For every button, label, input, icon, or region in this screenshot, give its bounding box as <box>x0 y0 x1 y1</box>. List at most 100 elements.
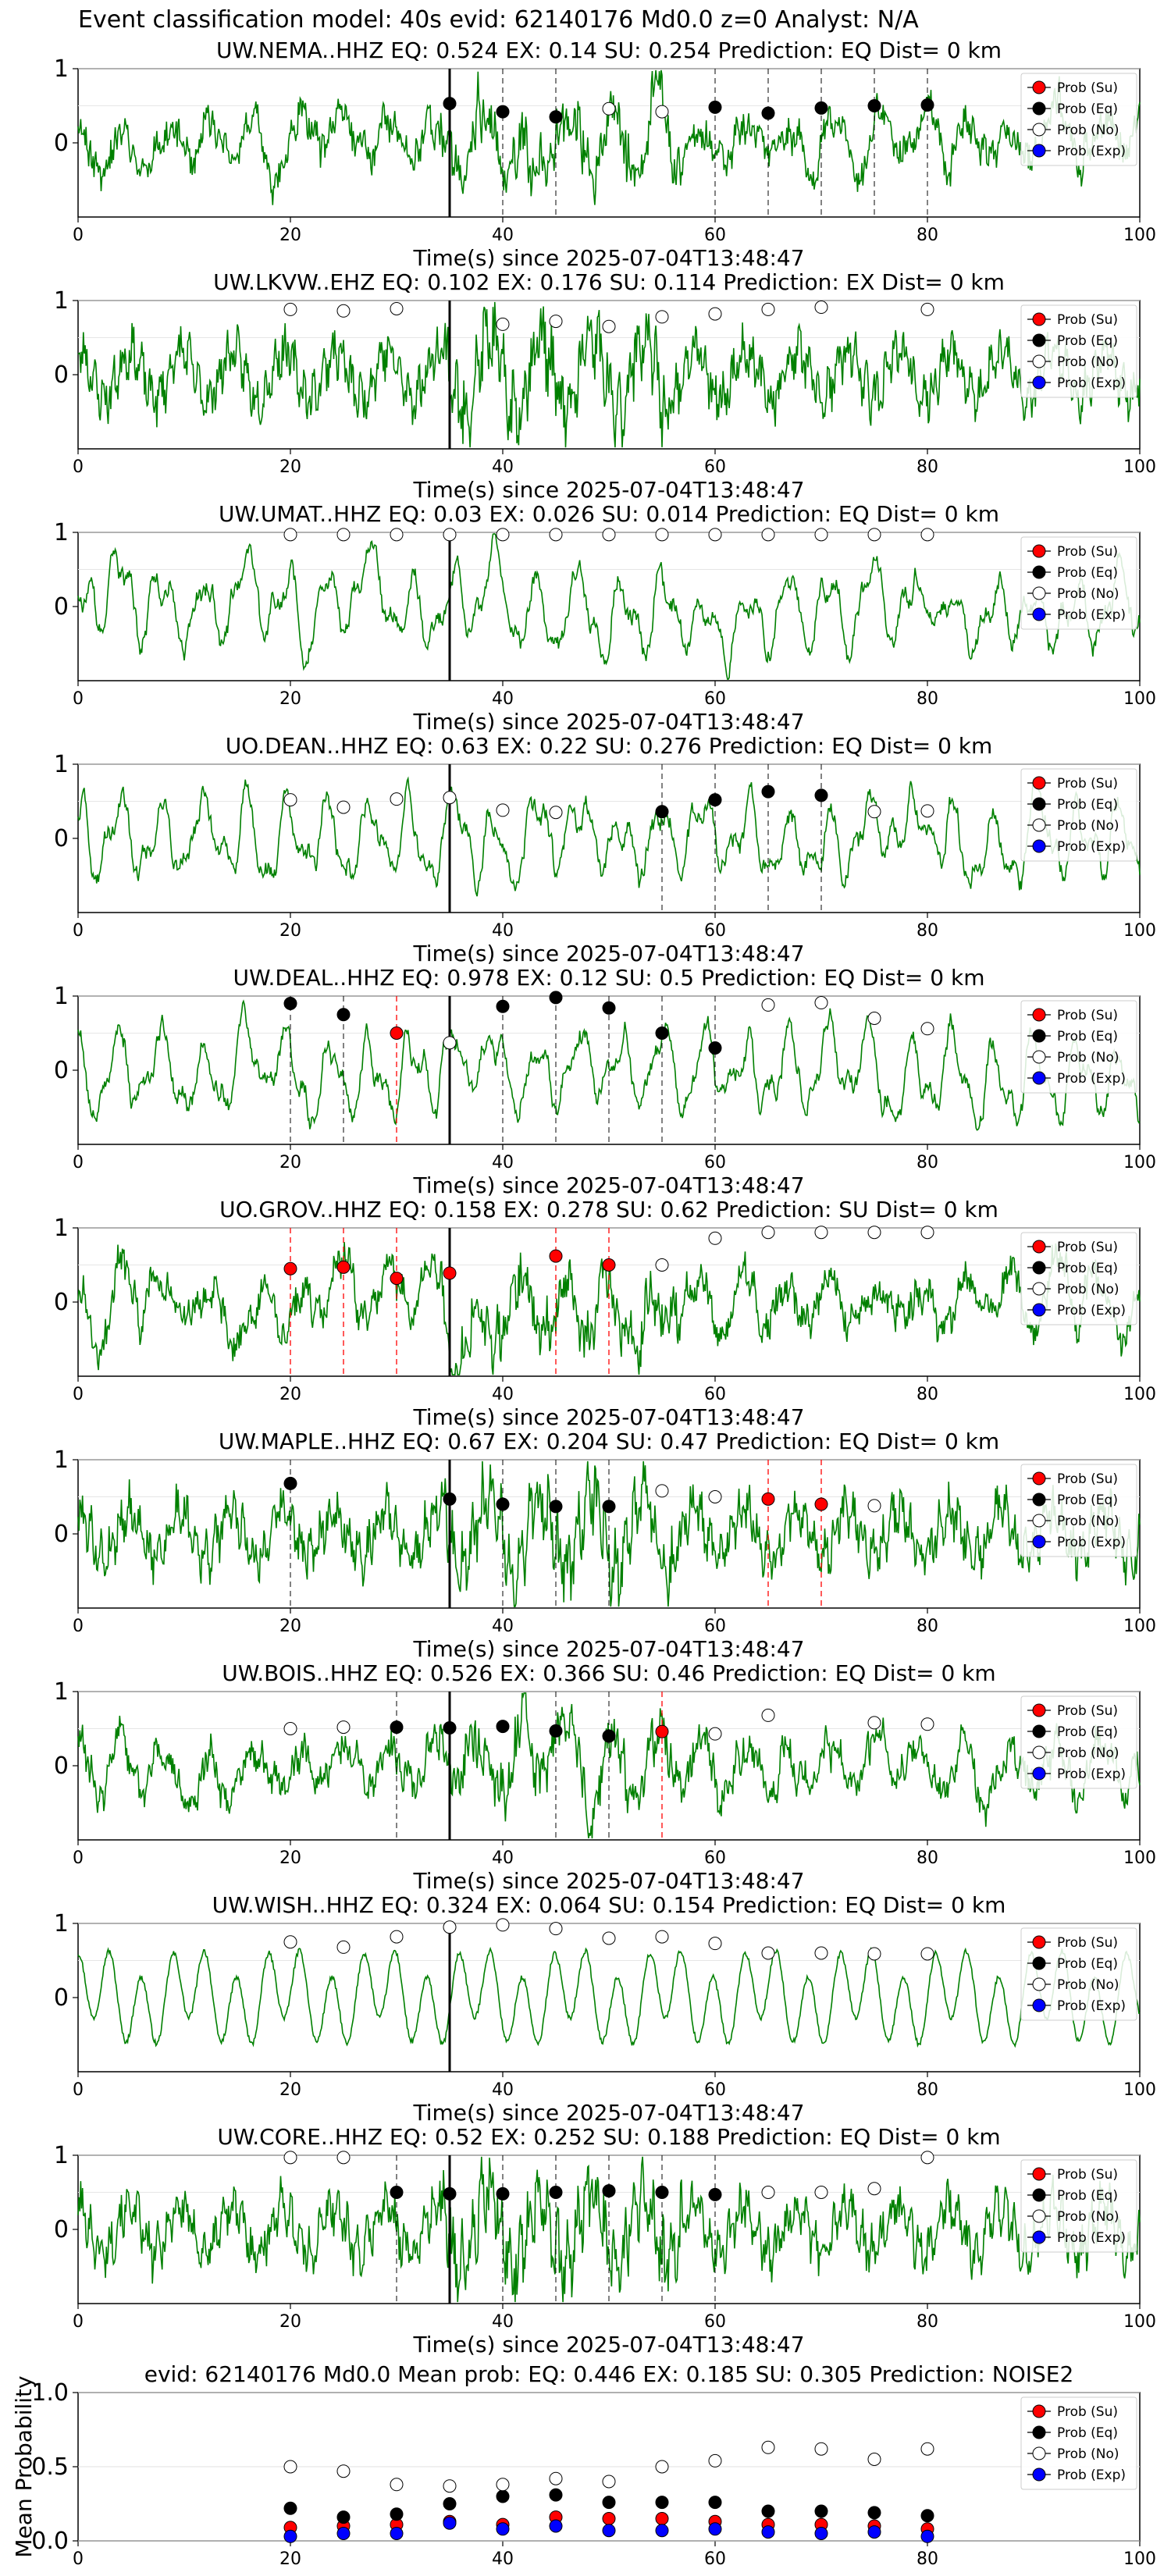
mean-prob-point-exp <box>867 2525 881 2539</box>
axes-frame <box>77 532 1141 681</box>
x-tick-label: 60 <box>704 2312 726 2332</box>
legend-entry: Prob (Su) <box>1057 1935 1118 1951</box>
legend-frame <box>1020 1695 1137 1789</box>
prob-point-no <box>761 1226 775 1240</box>
prob-point-eq <box>283 1476 297 1490</box>
x-tick-label: 60 <box>704 921 726 941</box>
prob-point-eq <box>549 1500 563 1514</box>
mean-prob-point-no <box>708 2453 722 2467</box>
legend: Prob (Su) Prob (Eq) Prob (No) Prob (Exp) <box>1020 768 1137 862</box>
x-axis-label: Time(s) since 2025-07-04T13:48:47 <box>412 477 804 503</box>
prob-point-eq <box>443 1721 457 1735</box>
x-tick-label: 80 <box>917 689 938 709</box>
x-tick-label: 100 <box>1123 226 1156 245</box>
prob-point-no <box>549 315 563 329</box>
legend-frame <box>1020 2396 1137 2490</box>
legend-entry: Prob (Eq) <box>1057 2188 1118 2204</box>
x-tick-label: 40 <box>492 226 514 245</box>
legend-marker-eq <box>1032 333 1046 347</box>
axes-frame <box>77 68 1141 218</box>
legend-marker-no <box>1032 586 1046 600</box>
legend-marker-exp <box>1032 1767 1046 1781</box>
prob-point-no <box>549 528 563 542</box>
prob-point-su <box>390 1272 404 1286</box>
prob-point-su <box>443 1266 457 1280</box>
legend-entry: Prob (Eq) <box>1057 1029 1118 1044</box>
prob-point-eq <box>761 785 775 799</box>
legend-frame <box>1020 1927 1137 2021</box>
legend-marker-eq <box>1032 1724 1046 1738</box>
y-tick-label: 1 <box>54 1446 69 1474</box>
prob-point-no <box>336 2151 351 2165</box>
legend-entry: Prob (Exp) <box>1057 2467 1126 2483</box>
y-tick-label: 1 <box>54 287 69 315</box>
x-axis-label: Time(s) since 2025-07-04T13:48:47 <box>412 1868 804 1894</box>
prob-point-no <box>336 800 351 814</box>
y-tick-label: 1 <box>54 1678 69 1706</box>
x-tick-label: 20 <box>279 457 301 477</box>
prob-point-su <box>602 1258 616 1272</box>
prob-point-no <box>336 528 351 542</box>
station-panel: UW.NEMA..HHZ EQ: 0.524 EX: 0.14 SU: 0.25… <box>54 37 1156 271</box>
prob-point-eq <box>708 2187 722 2201</box>
x-tick-label: 100 <box>1123 689 1156 709</box>
x-tick-label: 40 <box>492 689 514 709</box>
mean-prob-point-exp <box>549 2519 563 2533</box>
mean-prob-point-exp <box>602 2524 616 2538</box>
prob-point-no <box>867 1226 881 1240</box>
legend-marker-no <box>1032 2446 1046 2460</box>
prob-point-eq <box>655 2186 669 2199</box>
legend-marker-no <box>1032 1514 1046 1528</box>
legend-frame <box>1020 536 1137 630</box>
legend-marker-eq <box>1032 1493 1046 1507</box>
prob-point-no <box>336 304 351 318</box>
x-tick-label: 100 <box>1123 2549 1156 2569</box>
y-tick-label: 0 <box>54 361 69 389</box>
x-tick-label: 40 <box>492 921 514 941</box>
prob-point-eq <box>549 1724 563 1738</box>
prob-point-no <box>867 1499 881 1513</box>
waveform-trace <box>77 999 1141 1131</box>
prob-point-su <box>336 1260 351 1274</box>
mean-prob-point-no <box>549 2471 563 2485</box>
x-tick-label: 80 <box>917 457 938 477</box>
mean-prob-point-eq <box>708 2496 722 2510</box>
y-tick-label: 1 <box>54 2142 69 2169</box>
y-tick-label: 0 <box>54 130 69 157</box>
legend-marker-exp <box>1032 1303 1046 1317</box>
prob-point-no <box>443 1920 457 1934</box>
prob-point-no <box>336 1940 351 1954</box>
y-tick-label: 0 <box>54 1521 69 1548</box>
prob-point-no <box>920 1947 934 1961</box>
x-axis-label: Time(s) since 2025-07-04T13:48:47 <box>412 709 804 735</box>
prob-point-su <box>549 1249 563 1263</box>
x-tick-label: 40 <box>492 1848 514 1868</box>
legend-marker-exp <box>1032 607 1046 621</box>
x-tick-label: 60 <box>704 2549 726 2569</box>
prob-point-no <box>920 1226 934 1240</box>
prob-point-no <box>867 528 881 542</box>
x-tick-label: 0 <box>73 1617 84 1636</box>
x-tick-label: 20 <box>279 226 301 245</box>
mean-prob-point-exp <box>283 2529 297 2543</box>
prob-point-no <box>390 792 404 806</box>
mean-prob-point-exp <box>443 2516 457 2530</box>
legend: Prob (Su) Prob (Eq) Prob (No) Prob (Exp) <box>1020 2159 1137 2253</box>
prob-point-eq <box>920 98 934 112</box>
legend-entry: Prob (Eq) <box>1057 1956 1118 1972</box>
y-axis-label: Mean Probability <box>11 2375 37 2557</box>
legend-marker-eq <box>1032 1029 1046 1043</box>
legend-entry: Prob (No) <box>1057 586 1119 602</box>
prob-point-no <box>336 1720 351 1735</box>
x-tick-label: 40 <box>492 1153 514 1172</box>
y-tick-label: 1 <box>54 55 69 83</box>
mean-prob-point-no <box>336 2464 351 2478</box>
prob-point-no <box>655 310 669 324</box>
prob-point-no <box>761 302 775 316</box>
legend-marker-su <box>1032 2404 1046 2418</box>
prob-point-no <box>390 1930 404 1944</box>
legend: Prob (Su) Prob (Eq) Prob (No) Prob (Exp) <box>1020 1695 1137 1789</box>
panel-title: UW.DEAL..HHZ EQ: 0.978 EX: 0.12 SU: 0.5 … <box>233 965 984 991</box>
legend-marker-eq <box>1032 101 1046 116</box>
